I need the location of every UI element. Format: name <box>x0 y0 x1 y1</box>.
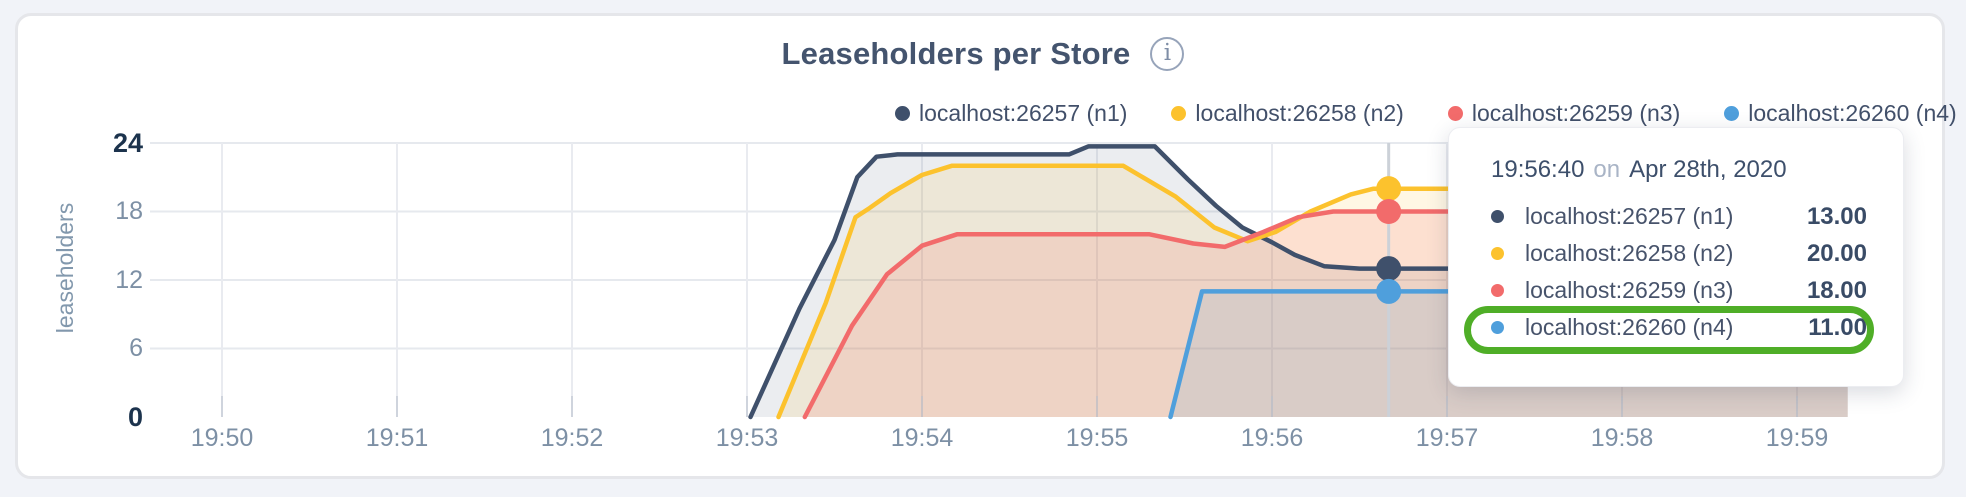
tooltip-row-value: 18.00 <box>1806 276 1867 304</box>
annotation-highlight-oval <box>1464 306 1874 354</box>
tooltip-row: localhost:26257 (n1) 13.00 <box>1491 198 1877 235</box>
y-tick-label: 0 <box>127 402 143 432</box>
tooltip-row: localhost:26259 (n3) 18.00 <box>1491 272 1877 309</box>
legend-item[interactable]: localhost:26257 (n1) <box>895 100 1127 127</box>
x-tick-label: 19:51 <box>365 424 429 452</box>
x-tick-label: 19:50 <box>190 424 254 452</box>
x-tick-label: 19:53 <box>715 424 779 452</box>
tooltip-row-label: localhost:26258 (n2) <box>1525 240 1734 266</box>
tooltip-row-label: localhost:26257 (n1) <box>1525 203 1734 229</box>
tooltip-row-dot <box>1491 247 1504 260</box>
tooltip-row-label: localhost:26260 (n4) <box>1525 314 1734 340</box>
y-tick-label: 12 <box>115 265 143 294</box>
legend-dot <box>1447 106 1463 121</box>
legend-label: localhost:26257 (n1) <box>919 100 1128 126</box>
legend-item[interactable]: localhost:26260 (n4) <box>1724 100 1957 127</box>
hover-dot <box>1376 256 1402 282</box>
y-tick-label: 6 <box>129 334 143 363</box>
hover-dot <box>1376 176 1402 202</box>
tooltip-row: localhost:26258 (n2) 20.00 <box>1491 235 1877 272</box>
x-tick-label: 19:56 <box>1240 424 1304 452</box>
x-tick-label: 19:54 <box>890 424 954 452</box>
legend-item[interactable]: localhost:26259 (n3) <box>1447 100 1681 127</box>
tooltip-row-value: 13.00 <box>1806 202 1867 230</box>
y-tick-label: 24 <box>112 127 143 158</box>
tooltip-row-dot <box>1491 321 1504 334</box>
tooltip-on-word: on <box>1593 156 1621 183</box>
hover-dot <box>1376 278 1402 304</box>
tooltip-row-label: localhost:26259 (n3) <box>1525 277 1734 303</box>
x-tick-label: 19:59 <box>1765 424 1829 452</box>
series-line-3 <box>802 209 1850 420</box>
chart-title: Leaseholders per Store <box>781 36 1131 71</box>
legend: localhost:26257 (n1) localhost:26258 (n2)… <box>895 100 1957 127</box>
legend-dot <box>1724 106 1740 121</box>
legend-label: localhost:26258 (n2) <box>1195 100 1404 126</box>
legend-item[interactable]: localhost:26258 (n2) <box>1171 100 1404 127</box>
legend-dot <box>895 106 910 121</box>
series-line-1 <box>748 144 1850 420</box>
y-tick-label: 18 <box>115 197 143 226</box>
legend-label: localhost:26260 (n4) <box>1748 100 1957 126</box>
series-line-2 <box>776 163 1850 420</box>
x-tick-label: 19:52 <box>540 424 604 452</box>
x-tick-label: 19:58 <box>1590 424 1654 452</box>
tooltip-date: Apr 28th, 2020 <box>1629 156 1787 183</box>
legend-label: localhost:26259 (n3) <box>1471 100 1681 126</box>
hover-dot <box>1376 198 1402 224</box>
hover-tooltip: 19:56:40 on Apr 28th, 2020 localhost:26257… <box>1448 127 1904 387</box>
tooltip-row-dot <box>1491 210 1504 223</box>
tooltip-time: 19:56:40 <box>1491 156 1585 183</box>
legend-dot <box>1171 106 1187 121</box>
tooltip-row-value: 20.00 <box>1806 239 1867 267</box>
info-icon[interactable]: i <box>1150 37 1185 71</box>
tooltip-timestamp: 19:56:40 on Apr 28th, 2020 <box>1491 156 1877 184</box>
tooltip-row-dot <box>1491 284 1504 297</box>
chart-header: Leaseholders per Store i <box>0 36 1966 72</box>
x-tick-label: 19:55 <box>1065 424 1129 452</box>
x-tick-label: 19:57 <box>1415 424 1479 452</box>
